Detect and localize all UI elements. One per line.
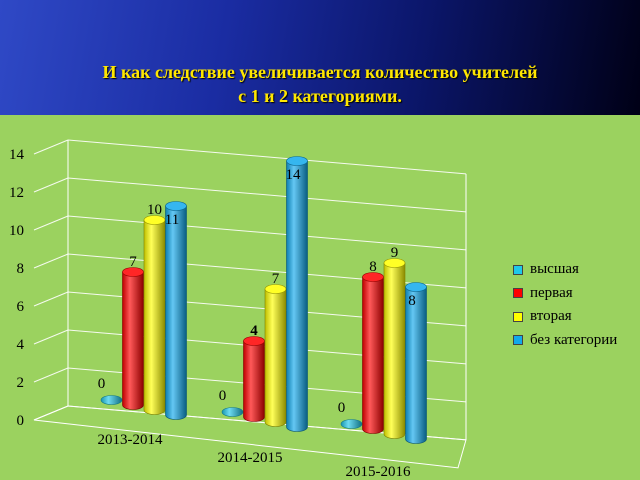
y-tick-label: 4 [17, 337, 25, 353]
bar-top [165, 201, 187, 211]
y-tick-label: 8 [17, 261, 25, 277]
legend-item-vysshaya: высшая [513, 258, 617, 282]
y-tick-label: 12 [9, 185, 24, 201]
title-line-2: с 1 и 2 категориями. [238, 86, 402, 106]
chart-legend: высшая первая вторая без категории [513, 258, 617, 352]
bar-top [405, 282, 427, 292]
bar-zero-disc [340, 419, 363, 429]
legend-swatch [513, 288, 523, 299]
data-label: 0 [98, 376, 106, 392]
gridline [67, 215, 467, 251]
y-tick-label: 2 [17, 375, 25, 391]
gridline-side [33, 139, 69, 155]
legend-item-vtoraya: вторая [513, 305, 617, 329]
data-label: 0 [338, 400, 346, 416]
data-label: 4 [250, 323, 258, 339]
bar [122, 271, 144, 410]
bar-top [383, 258, 406, 268]
data-label: 8 [408, 293, 416, 309]
bar [143, 219, 166, 415]
chart-floor [33, 405, 467, 469]
data-label: 14 [286, 167, 302, 183]
y-tick-label: 10 [9, 223, 24, 239]
gridline-side [33, 215, 69, 231]
gridline-side [33, 329, 69, 345]
bar-zero-disc [100, 395, 123, 405]
data-label: 7 [129, 254, 137, 270]
gridline [67, 177, 467, 213]
bar-top [143, 215, 166, 225]
bar-zero-disc [221, 407, 244, 417]
title-line-1: И как следствие увеличивается количество… [102, 62, 538, 82]
y-tick-label: 14 [9, 147, 25, 163]
data-label: 0 [219, 388, 227, 404]
bar-top [243, 336, 265, 346]
bar [264, 288, 287, 427]
x-tick-label: 2015-2016 [346, 464, 411, 480]
x-tick-label: 2014-2015 [218, 450, 283, 466]
bar [286, 160, 308, 432]
data-label: 9 [391, 245, 399, 261]
bar-top [264, 284, 287, 294]
bar-top [122, 267, 144, 277]
legend-swatch [513, 264, 523, 275]
legend-label: высшая [530, 261, 579, 278]
bar [383, 262, 406, 439]
legend-label: первая [530, 284, 573, 301]
data-label: 7 [272, 271, 280, 287]
gridline-side [33, 253, 69, 269]
gridline [67, 139, 467, 175]
data-label: 8 [369, 259, 377, 275]
legend-swatch [513, 335, 523, 346]
legend-label: вторая [530, 308, 572, 325]
slide-title: И как следствие увеличивается количество… [20, 60, 620, 108]
legend-swatch [513, 311, 523, 322]
legend-label: без категории [530, 331, 618, 348]
bar [405, 286, 427, 444]
header-banner: И как следствие увеличивается количество… [0, 0, 640, 115]
bar-top [286, 156, 308, 166]
gridline-side [33, 367, 69, 383]
data-label: 11 [165, 212, 179, 228]
x-tick-label: 2013-2014 [98, 432, 163, 448]
gridline-side [33, 291, 69, 307]
y-tick-label: 6 [17, 299, 25, 315]
legend-item-bez-kategorii: без категории [513, 329, 617, 353]
bar [362, 276, 384, 434]
bar-top [362, 272, 384, 282]
bar-chart: 024681012140710112013-2014047142014-2015… [9, 139, 467, 480]
bar [243, 340, 265, 422]
data-label: 10 [147, 202, 162, 218]
y-tick-label: 0 [17, 413, 25, 429]
bar [165, 205, 187, 420]
legend-item-pervaya: первая [513, 282, 617, 306]
gridline-side [33, 177, 69, 193]
